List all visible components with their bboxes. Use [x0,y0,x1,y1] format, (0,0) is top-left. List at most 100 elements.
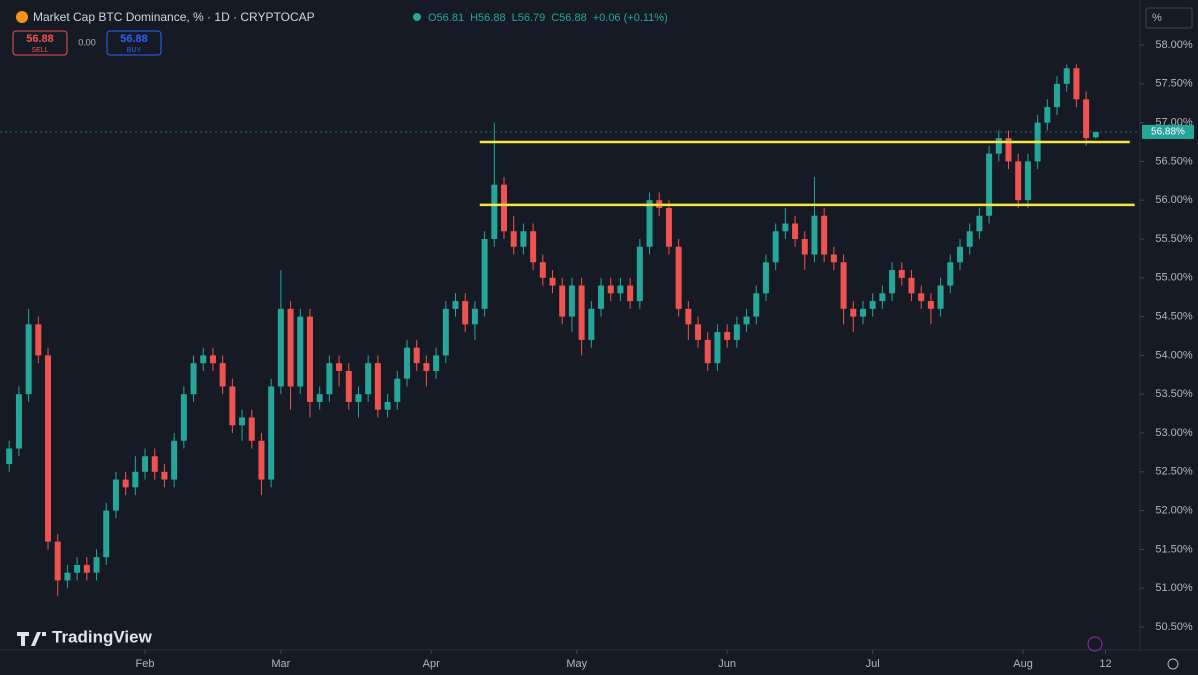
candle-body [384,401,391,410]
candle-body [568,285,575,317]
x-tick-label: Apr [423,658,440,670]
x-tick-label: Jul [866,658,880,670]
unit-label[interactable]: % [1152,12,1162,24]
sell-button[interactable] [12,30,68,56]
candle-body [1005,138,1012,162]
candle-body [1054,83,1061,108]
candle-body [481,239,488,309]
candle-body [724,332,731,340]
candle-body [772,231,779,263]
candle-body [326,363,333,395]
candle-body [394,378,401,402]
y-tick-label: 54.50% [1155,311,1193,323]
candle-body [287,308,294,387]
candle-body [54,541,61,581]
candle-body [462,301,469,325]
candle-body [142,456,149,472]
candle-body [607,285,614,294]
x-tick-label: May [566,658,587,670]
candle-body [908,277,915,294]
candle-body [171,440,178,480]
candle-body [365,363,372,395]
candle-body [588,308,595,340]
candle-body [850,308,857,317]
candle-body [180,394,187,441]
y-tick-label: 52.00% [1155,505,1193,517]
ohlc-legend: O56.81 H56.88 L56.79 C56.88 +0.06 (+0.11%) [428,12,668,24]
buy-button[interactable] [106,30,162,56]
candle-body [297,316,304,387]
y-tick-label: 55.00% [1155,272,1193,284]
candle-body [336,363,343,371]
candle-body [995,138,1002,154]
buy-label[interactable]: BUY [127,47,142,54]
candle-body [859,308,866,317]
candle-body [442,308,449,356]
candle-body [636,246,643,302]
candle-body [64,572,71,581]
candle-body [646,200,653,247]
candle-body [355,394,362,402]
candle-body [918,293,925,302]
candle-body [520,231,527,247]
ohlc-value: H56.88 [470,12,505,24]
candle-body [248,417,255,441]
candle-body [200,355,207,364]
buy-price[interactable]: 56.88 [120,33,148,45]
candle-body [947,262,954,286]
brand-name: TradingView [52,627,153,646]
y-tick-label: 52.50% [1155,466,1193,478]
candle-body [840,262,847,309]
candle-body [433,355,440,371]
ohlc-value: L56.79 [512,12,546,24]
x-tick-label: Feb [136,658,155,670]
candle-body [268,386,275,480]
y-tick-label: 56.50% [1155,155,1193,167]
brand-logo [17,632,46,646]
y-tick-label: 50.50% [1155,621,1193,633]
candle-body [530,231,537,263]
candle-body [1044,107,1051,123]
x-tick-label: Jun [718,658,736,670]
sell-price[interactable]: 56.88 [26,33,54,45]
candle-body [782,223,789,232]
candle-body [549,277,556,286]
candle-body [539,262,546,278]
candle-body [6,448,13,465]
candle-body [219,363,226,387]
sell-label[interactable]: SELL [31,47,48,54]
y-tick-label: 53.50% [1155,388,1193,400]
y-tick-label: 55.50% [1155,233,1193,245]
unit-box[interactable] [1145,7,1193,29]
candle-body [501,184,508,232]
spread: 0.00 [78,37,96,47]
candle-body [559,285,566,317]
last-price-label: 56.88% [1151,127,1185,138]
y-tick-label: 56.00% [1155,194,1193,206]
candle-body [132,471,139,488]
candle-body [35,324,42,356]
candle-body [830,254,837,263]
candle-body [306,316,313,402]
y-tick-label: 57.50% [1155,78,1193,90]
candle-body [811,215,818,255]
settings-icon[interactable] [1167,658,1179,670]
candle-body [714,332,721,364]
symbol-icon [16,11,28,23]
candle-body [665,207,672,247]
candle-body [937,285,944,309]
candle-body [374,363,381,410]
candle-body [25,324,32,395]
candle-body [122,479,129,488]
candle-body [413,347,420,364]
candle-body [423,363,430,371]
candle-body [471,308,478,325]
chart-title: Market Cap BTC Dominance, % · 1D · CRYPT… [33,10,315,24]
candle-body [869,301,876,309]
candle-body [966,231,973,247]
candle-body [733,324,740,340]
alert-icon[interactable] [1087,636,1103,652]
candle-body [403,347,410,379]
y-tick-label: 51.00% [1155,582,1193,594]
